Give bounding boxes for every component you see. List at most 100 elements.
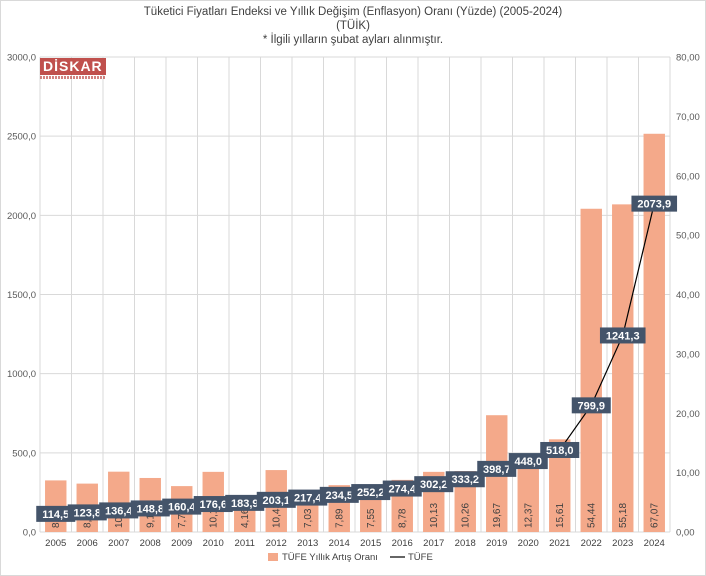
- y-right-tick-label: 50,00: [676, 231, 700, 242]
- x-tick-label: 2010: [203, 538, 224, 549]
- line-value-label: 136,4: [105, 505, 133, 517]
- x-tick-label: 2015: [360, 538, 381, 549]
- x-tick-label: 2005: [45, 538, 66, 549]
- line-label-box: [351, 484, 391, 501]
- bar-value-label: 8,78: [397, 508, 408, 528]
- bar-value-label: 7,55: [366, 508, 377, 528]
- line-label-box: [288, 489, 328, 506]
- line-value-label: 252,2: [357, 487, 385, 499]
- x-tick-label: 2019: [486, 538, 507, 549]
- line-label-box: [162, 498, 202, 515]
- y-right-tick-label: 80,00: [676, 53, 700, 64]
- bar-value-label: 10,26: [460, 503, 471, 528]
- y-left-tick-label: 3000,0: [7, 53, 36, 64]
- bar: [580, 208, 602, 532]
- x-tick-label: 2017: [423, 538, 444, 549]
- line-value-label: 799,9: [577, 400, 605, 412]
- x-tick-label: 2011: [235, 538, 255, 549]
- y-right-tick-label: 70,00: [676, 112, 700, 123]
- x-tick-label: 2006: [77, 538, 98, 549]
- bar-value-label: 10,13: [429, 503, 440, 528]
- line-label-box: [225, 494, 265, 511]
- y-left-tick-label: 1500,0: [7, 290, 36, 301]
- line-value-label: 518,0: [546, 445, 574, 457]
- line-value-label: 274,4: [388, 484, 416, 496]
- line-label-box: [193, 496, 233, 513]
- y-right-tick-label: 20,00: [676, 409, 700, 420]
- x-tick-label: 2018: [455, 538, 476, 549]
- y-right-tick-label: 0,00: [676, 528, 695, 539]
- line-label-box: [631, 195, 678, 212]
- line-value-label: 114,5: [42, 509, 69, 521]
- line-label-box: [445, 471, 485, 488]
- line-value-label: 448,0: [514, 456, 542, 468]
- line-value-label: 160,4: [168, 502, 196, 514]
- y-left-tick-label: 2000,0: [7, 211, 36, 222]
- line-label-box: [36, 505, 76, 522]
- line-label-box: [256, 491, 296, 508]
- line-value-label: 234,5: [325, 490, 353, 502]
- line-value-label: 1241,3: [606, 330, 640, 342]
- line-value-label: 203,1: [262, 495, 290, 507]
- y-right-tick-label: 30,00: [676, 349, 700, 360]
- x-tick-label: 2008: [140, 538, 161, 549]
- x-tick-label: 2009: [171, 538, 192, 549]
- line-value-label: 333,2: [451, 474, 479, 486]
- x-tick-label: 2020: [518, 538, 539, 549]
- bar-value-label: 55,18: [618, 503, 629, 528]
- x-tick-label: 2022: [581, 538, 602, 549]
- bar: [517, 458, 539, 532]
- line-value-label: 217,4: [294, 493, 322, 505]
- line-label-box: [67, 504, 107, 521]
- y-right-tick-label: 10,00: [676, 468, 700, 479]
- line-label-box: [540, 441, 580, 458]
- bar-value-label: 12,37: [523, 503, 534, 528]
- line-label-box: [319, 486, 359, 503]
- logo-subline: [40, 76, 106, 79]
- x-tick-label: 2007: [108, 538, 129, 549]
- bar: [612, 204, 634, 532]
- line-label-box: [477, 460, 517, 477]
- line-value-label: 148,8: [136, 503, 164, 515]
- x-tick-label: 2024: [644, 538, 665, 549]
- x-tick-label: 2014: [329, 538, 350, 549]
- bar-value-label: 19,67: [492, 503, 503, 528]
- logo-box: [40, 58, 106, 75]
- legend-line-label: TÜFE: [408, 552, 433, 563]
- bar: [643, 133, 665, 532]
- bar: [549, 439, 571, 532]
- chart-title: Tüketici Fiyatları Endeksi ve Yıllık Değ…: [143, 6, 563, 18]
- y-left-tick-label: 0,0: [23, 528, 36, 539]
- bar-value-label: 7,73: [177, 508, 188, 528]
- bar: [234, 507, 256, 532]
- x-tick-label: 2023: [612, 538, 633, 549]
- y-left-tick-label: 2500,0: [7, 132, 36, 143]
- logo-text: DİSKAR: [43, 58, 103, 74]
- line-value-label: 123,8: [73, 507, 101, 519]
- chart-note: * İlgili yılların şubat ayları alınmıştı…: [262, 34, 444, 46]
- x-tick-label: 2016: [392, 538, 413, 549]
- line-value-label: 183,9: [231, 498, 259, 510]
- x-tick-label: 2012: [266, 538, 287, 549]
- line-label-box: [99, 502, 139, 519]
- line-label-box: [571, 397, 611, 414]
- x-tick-label: 2013: [297, 538, 318, 549]
- bar-value-label: 54,44: [586, 503, 597, 528]
- bar-value-label: 9,10: [145, 508, 156, 528]
- bar-value-label: 10,13: [208, 503, 219, 528]
- legend-bar-label: TÜFE Yıllık Artış Oranı: [282, 552, 378, 563]
- y-left-tick-label: 1000,0: [7, 369, 36, 380]
- line-value-label: 302,2: [420, 479, 448, 491]
- chart-subtitle: (TÜİK): [336, 20, 370, 32]
- bar-value-label: 67,07: [649, 503, 660, 528]
- y-left-tick-label: 500,0: [12, 448, 36, 459]
- bar-value-label: 4,16: [240, 508, 251, 528]
- bar-value-label: 7,03: [303, 508, 314, 528]
- line-label-box: [508, 453, 548, 470]
- bar-value-label: 15,61: [555, 503, 566, 528]
- line-label-box: [599, 327, 646, 344]
- line-value-label: 176,6: [199, 499, 227, 511]
- legend-bar-swatch: [268, 553, 278, 561]
- line-value-label: 398,7: [483, 464, 511, 476]
